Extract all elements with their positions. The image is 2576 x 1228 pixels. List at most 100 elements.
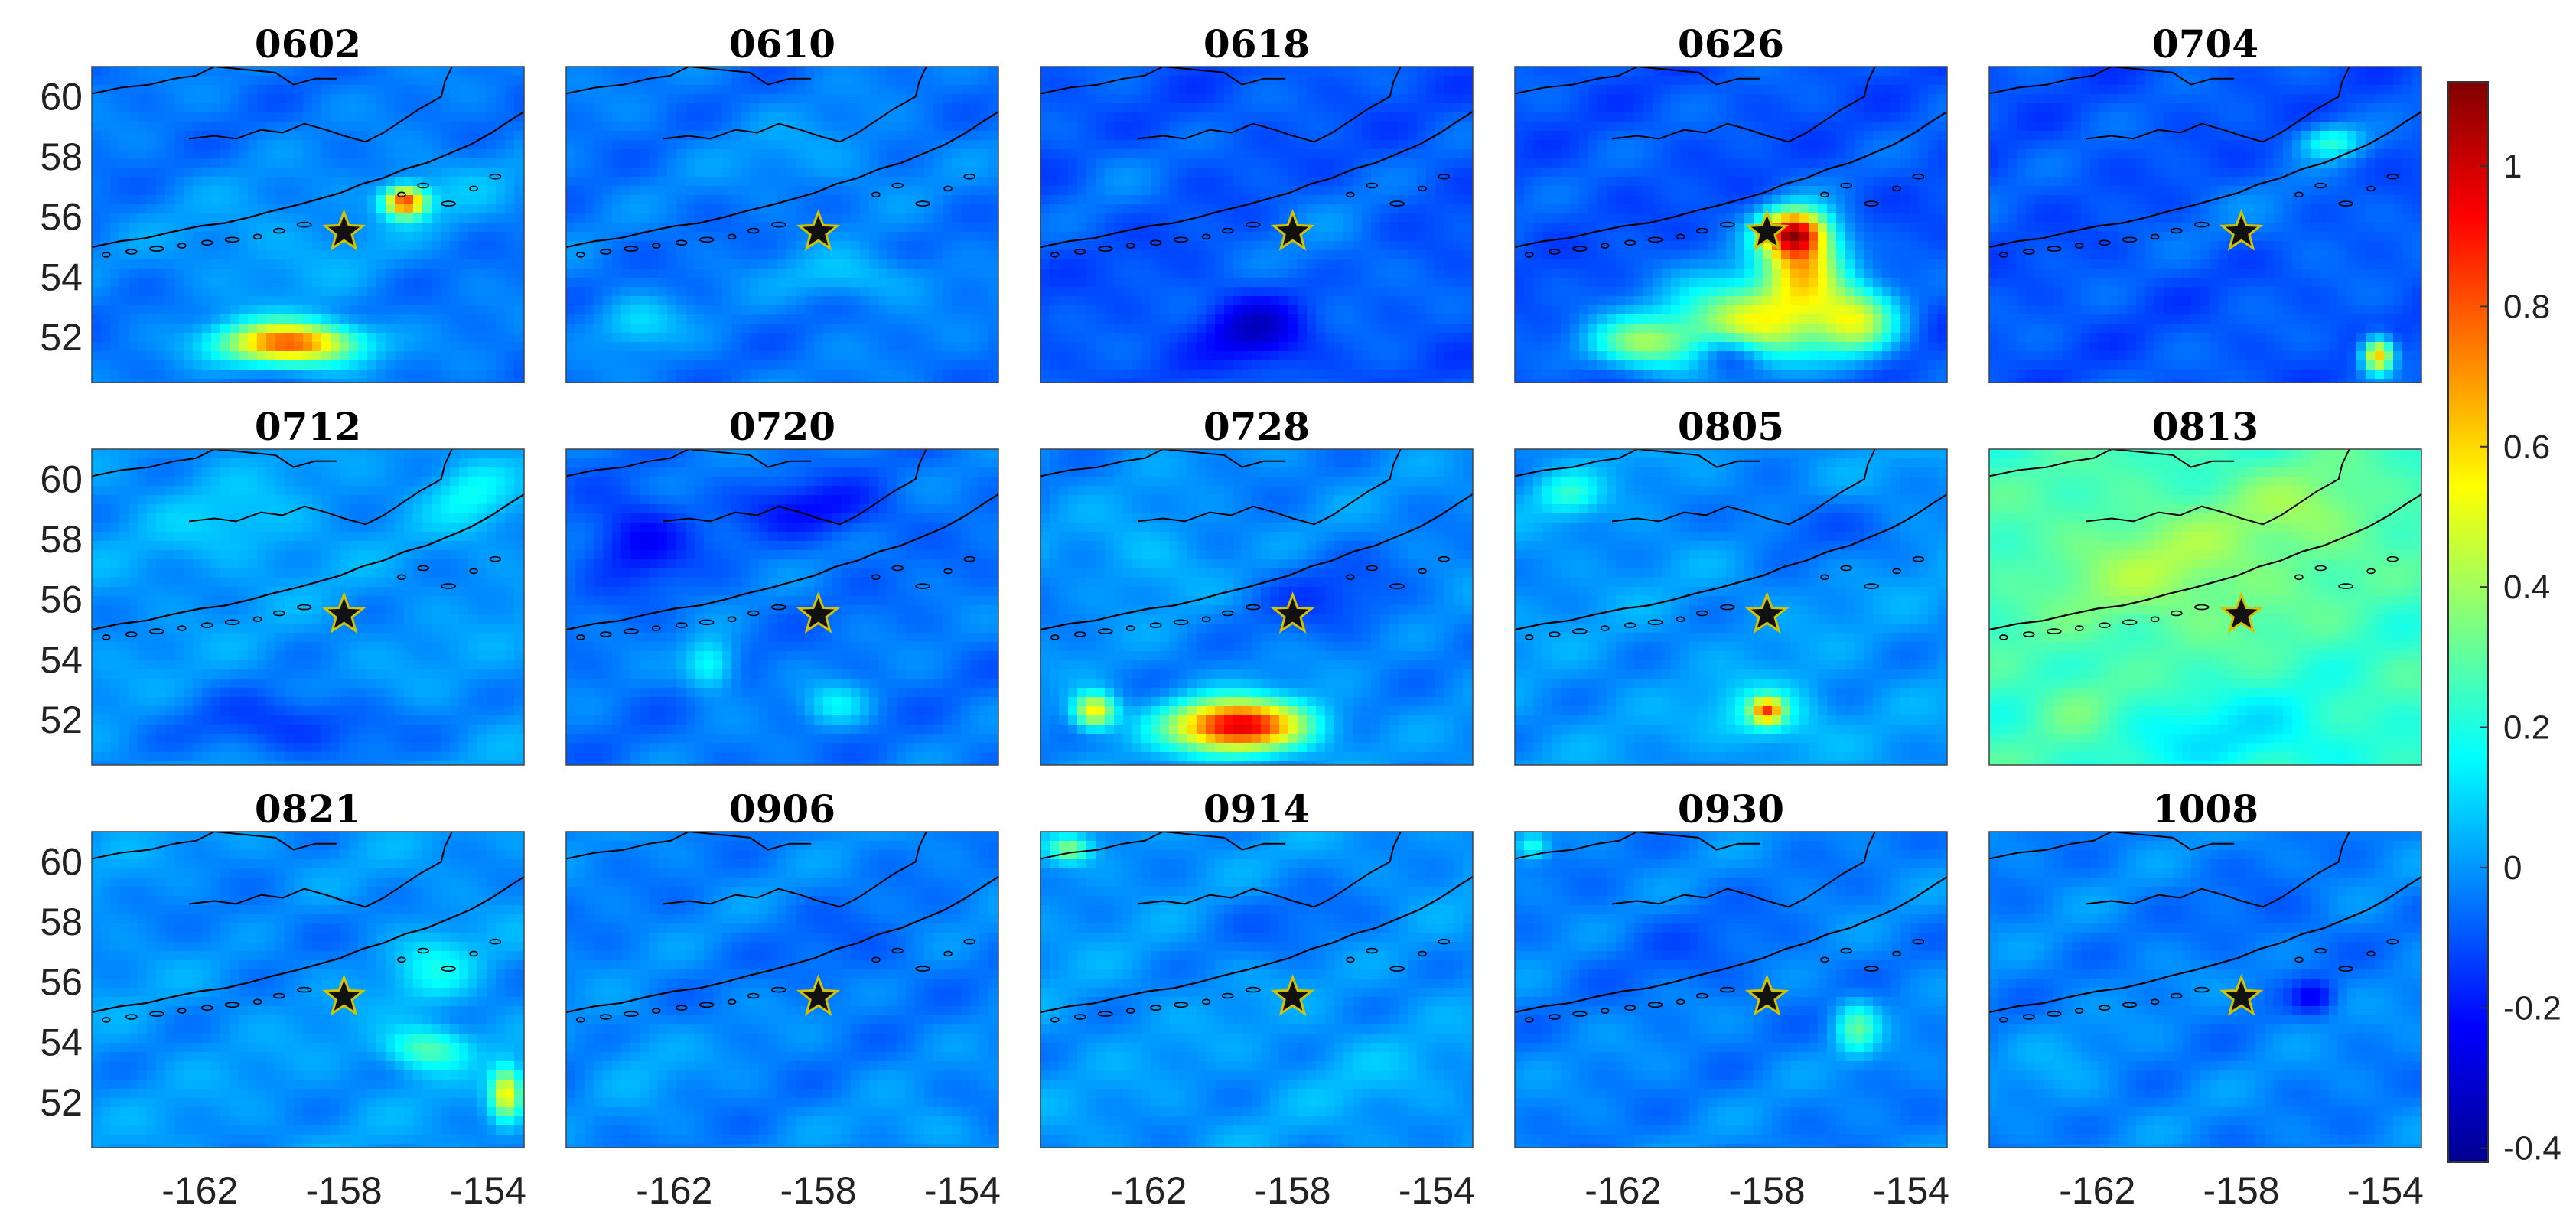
- heatmap-cell: [566, 158, 576, 168]
- heatmap-cell: [110, 287, 120, 297]
- heatmap-cell: [805, 333, 815, 343]
- heatmap-cell: [823, 370, 833, 379]
- heatmap-cell: [1362, 140, 1372, 150]
- heatmap-cell: [1454, 131, 1464, 141]
- heatmap-cell: [1399, 186, 1408, 196]
- heatmap-cell: [1040, 232, 1050, 242]
- heatmap-cell: [676, 351, 686, 361]
- heatmap-cell: [979, 186, 989, 196]
- heatmap-cell: [933, 259, 943, 269]
- heatmap-cell: [1472, 305, 1473, 315]
- heatmap-cell: [193, 241, 203, 251]
- heatmap-cell: [786, 103, 796, 113]
- heatmap-cell: [386, 122, 396, 132]
- heatmap-cell: [1187, 250, 1197, 260]
- heatmap-cell: [1298, 140, 1308, 150]
- heatmap-cell: [979, 158, 989, 168]
- heatmap-cell: [248, 158, 258, 168]
- heatmap-cell: [796, 296, 806, 306]
- heatmap-cell: [621, 259, 631, 269]
- heatmap-cell: [1141, 360, 1151, 370]
- heatmap-cell: [1040, 278, 1050, 288]
- heatmap-cell: [621, 177, 631, 187]
- heatmap-cell: [575, 131, 585, 141]
- heatmap-cell: [667, 324, 677, 334]
- heatmap-cell: [1160, 305, 1170, 315]
- heatmap-cell: [1224, 250, 1234, 260]
- heatmap-cell: [395, 85, 405, 95]
- heatmap-cell: [585, 168, 594, 178]
- heatmap-cell: [1242, 186, 1252, 196]
- heatmap-cell: [376, 85, 386, 95]
- heatmap-cell: [640, 241, 650, 251]
- heatmap-cell: [649, 324, 659, 334]
- heatmap-cell: [1353, 76, 1363, 86]
- heatmap-cell: [358, 269, 368, 278]
- heatmap-cell: [367, 342, 377, 352]
- heatmap-cell: [594, 122, 604, 132]
- heatmap-cell: [257, 250, 267, 260]
- heatmap-cell: [441, 131, 451, 141]
- heatmap-cell: [303, 177, 313, 187]
- heatmap-cell: [961, 379, 971, 383]
- heatmap-cell: [248, 379, 258, 383]
- heatmap-cell: [1050, 94, 1060, 104]
- heatmap-cell: [823, 379, 833, 383]
- heatmap-cell: [860, 177, 870, 187]
- heatmap-cell: [640, 287, 650, 297]
- heatmap-cell: [1169, 333, 1179, 343]
- heatmap-cell: [358, 204, 368, 214]
- heatmap-cell: [1077, 158, 1087, 168]
- heatmap-cell: [1132, 158, 1142, 168]
- heatmap-cell: [612, 379, 622, 383]
- heatmap-cell: [1215, 333, 1225, 343]
- heatmap-cell: [924, 168, 934, 178]
- heatmap-cell: [1270, 158, 1280, 168]
- heatmap-cell: [285, 250, 295, 260]
- heatmap-cell: [358, 296, 368, 306]
- heatmap-cell: [1279, 149, 1289, 159]
- heatmap-cell: [832, 250, 842, 260]
- heatmap-cell: [741, 250, 751, 260]
- heatmap-cell: [239, 370, 249, 379]
- heatmap-cell: [404, 379, 414, 383]
- heatmap-cell: [331, 76, 340, 86]
- heatmap-cell: [860, 360, 870, 370]
- heatmap-cell: [612, 168, 622, 178]
- heatmap-cell: [1215, 103, 1225, 113]
- heatmap-cell: [1050, 186, 1060, 196]
- heatmap-cell: [594, 213, 604, 223]
- heatmap-cell: [266, 140, 276, 150]
- heatmap-cell: [1463, 342, 1473, 352]
- heatmap-cell: [101, 296, 111, 306]
- heatmap-cell: [823, 112, 833, 122]
- heatmap-cell: [257, 186, 267, 196]
- heatmap-cell: [915, 213, 925, 223]
- heatmap-cell: [667, 140, 677, 150]
- heatmap-cell: [869, 85, 879, 95]
- heatmap-cell: [1298, 94, 1308, 104]
- heatmap-cell: [695, 204, 705, 214]
- heatmap-cell: [1169, 269, 1179, 278]
- heatmap-cell: [174, 168, 184, 178]
- coastline: [566, 111, 998, 249]
- heatmap-cell: [1160, 122, 1170, 132]
- heatmap-cell: [594, 241, 604, 251]
- heatmap-cell: [897, 168, 907, 178]
- heatmap-cell: [979, 232, 989, 242]
- heatmap-cell: [621, 296, 631, 306]
- heatmap-cell: [1252, 333, 1262, 343]
- heatmap-cell: [998, 195, 1008, 205]
- heatmap-cell: [768, 112, 778, 122]
- heatmap-cell: [1160, 241, 1170, 251]
- heatmap-cell: [211, 241, 221, 251]
- heatmap-cell: [1114, 67, 1124, 77]
- heatmap-cell: [630, 195, 640, 205]
- heatmap-cell: [1050, 131, 1060, 141]
- heatmap-cell: [1132, 259, 1142, 269]
- heatmap-cell: [906, 232, 916, 242]
- heatmap-cell: [202, 305, 212, 315]
- heatmap-cell: [621, 158, 631, 168]
- heatmap-cell: [731, 103, 741, 113]
- heatmap-cell: [119, 259, 129, 269]
